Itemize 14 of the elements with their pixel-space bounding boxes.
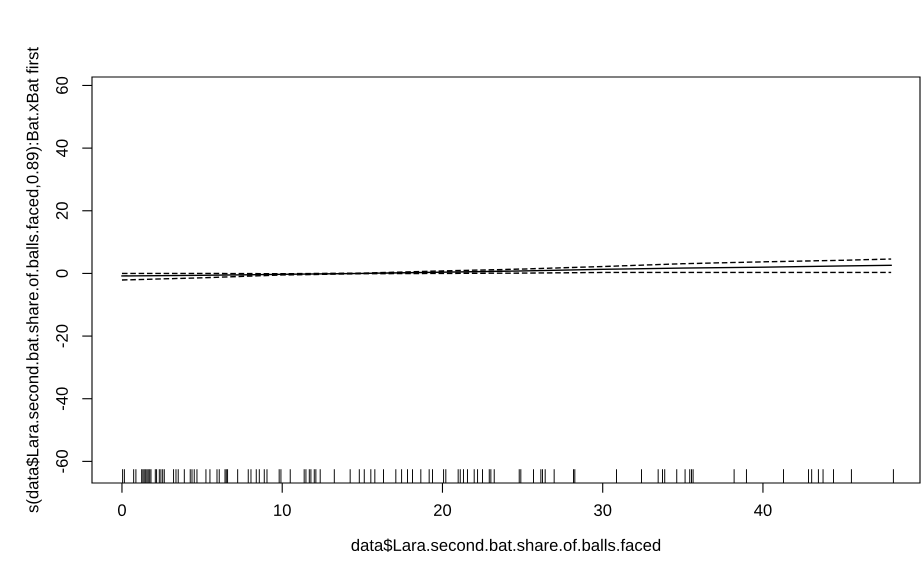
y-tick-label: 0 — [56, 269, 68, 278]
x-tick-label: 20 — [434, 504, 452, 516]
y-axis-title: s(data$Lara.second.bat.share.of.balls.faced,0.89):Bat.xBat first — [26, 47, 42, 513]
x-tick-label: 10 — [274, 504, 291, 516]
x-tick-label: 30 — [594, 504, 612, 516]
y-tick-label: -20 — [56, 324, 68, 348]
y-tick-label: 20 — [56, 202, 68, 220]
y-tick-label: 60 — [56, 76, 68, 94]
x-tick-label: 0 — [118, 504, 126, 516]
y-tick-label: 40 — [56, 139, 68, 157]
y-tick-label: -40 — [56, 387, 68, 410]
x-axis-title: data$Lara.second.bat.share.of.balls.faced — [352, 538, 660, 552]
y-tick-label: -60 — [56, 450, 68, 473]
x-tick-label: 40 — [754, 504, 772, 516]
